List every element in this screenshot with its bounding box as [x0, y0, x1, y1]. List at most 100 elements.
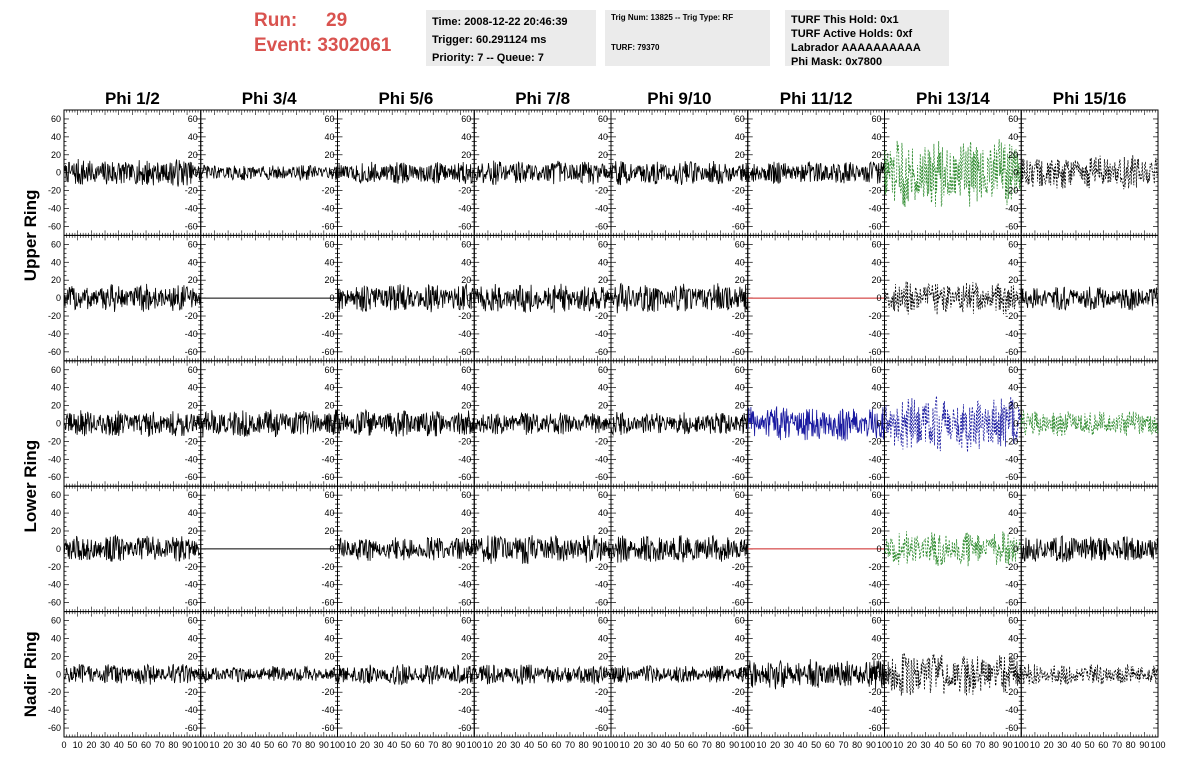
waveform-r2-c3: [337, 282, 475, 313]
ytick-label: 60: [188, 114, 198, 124]
ytick-label: -40: [595, 204, 608, 214]
ytick-label: -40: [185, 580, 198, 590]
ytick-label: 40: [598, 508, 608, 518]
ytick-label: 0: [329, 544, 334, 554]
ytick-label: 40: [735, 132, 745, 142]
ytick-label: 60: [598, 239, 608, 249]
ytick-label: 60: [461, 114, 471, 124]
ytick-label: 0: [329, 293, 334, 303]
ytick-label: -20: [1005, 436, 1018, 446]
waveform-r1-c7: [884, 139, 1022, 208]
ytick-label: -20: [595, 311, 608, 321]
ytick-label: -40: [868, 454, 881, 464]
ytick-label: -20: [458, 562, 471, 572]
ytick-label: -20: [595, 562, 608, 572]
priority-text: Priority: 7 -- Queue: 7: [432, 52, 544, 64]
ring-label-1: Upper Ring: [21, 190, 40, 282]
waveform-r1-c4: [473, 160, 612, 186]
ytick-label: -60: [595, 347, 608, 357]
ytick-label: -40: [732, 454, 745, 464]
ytick-label: 0: [876, 293, 881, 303]
ytick-label: -20: [185, 562, 198, 572]
ytick-label: -20: [48, 436, 61, 446]
ytick-label: -60: [1005, 221, 1018, 231]
ytick-label: 60: [324, 239, 334, 249]
ytick-label: 60: [461, 365, 471, 375]
ytick-label: -20: [48, 186, 61, 196]
ytick-label: 60: [871, 114, 881, 124]
ytick-label: 0: [466, 168, 471, 178]
ytick-label: 20: [324, 275, 334, 285]
ytick-label: -60: [1005, 347, 1018, 357]
ytick-label: -20: [321, 186, 334, 196]
ytick-label: -20: [48, 311, 61, 321]
ytick-label: -40: [595, 580, 608, 590]
ytick-label: 0: [876, 168, 881, 178]
ytick-label: -40: [48, 204, 61, 214]
ytick-label: 0: [876, 419, 881, 429]
ytick-label: 0: [740, 168, 745, 178]
ytick-label: 0: [603, 419, 608, 429]
ytick-label: -20: [732, 186, 745, 196]
waveform-r4-c4: [473, 534, 612, 564]
ytick-label: 40: [735, 508, 745, 518]
ytick-label: -40: [595, 329, 608, 339]
ytick-label: 0: [466, 419, 471, 429]
ytick-label: 40: [598, 257, 608, 267]
ytick-label: 40: [51, 508, 61, 518]
ytick-label: 40: [324, 257, 334, 267]
ytick-label: -20: [1005, 186, 1018, 196]
ytick-label: 60: [188, 239, 198, 249]
ytick-label: 20: [735, 526, 745, 536]
ytick-label: 20: [188, 275, 198, 285]
waveform-r2-c5: [610, 282, 749, 314]
trigger-info-box: Trig Num: 13825 -- Trig Type: RF TURF: 7…: [605, 10, 770, 66]
ytick-label: -40: [732, 580, 745, 590]
ytick-label: 20: [871, 150, 881, 160]
column-title-6: Phi 11/12: [780, 89, 853, 108]
ytick-label: -60: [48, 221, 61, 231]
waveform-r1-c3: [337, 161, 475, 185]
waveform-r3-c8: [1020, 410, 1159, 437]
ytick-label: 60: [735, 239, 745, 249]
ytick-label: 0: [740, 544, 745, 554]
ytick-label: 0: [193, 168, 198, 178]
ytick-label: -40: [48, 329, 61, 339]
waveform-r1-c2: [200, 164, 338, 182]
ytick-label: -20: [185, 186, 198, 196]
ytick-label: -20: [732, 562, 745, 572]
ytick-label: 20: [598, 526, 608, 536]
waveform-r3-c1: [63, 410, 202, 437]
ring-label-2: Lower Ring: [21, 440, 40, 533]
ytick-label: -40: [185, 454, 198, 464]
ytick-label: 60: [871, 365, 881, 375]
ytick-label: -60: [732, 598, 745, 608]
event-row: Event: 3302061: [254, 33, 391, 58]
ytick-label: -40: [321, 329, 334, 339]
turf-hold-text: TURF This Hold: 0x1: [791, 14, 899, 26]
column-title-3: Phi 5/6: [378, 89, 433, 108]
ytick-label: 60: [735, 490, 745, 500]
waveform-r2-c4: [473, 283, 612, 314]
ytick-label: 60: [51, 490, 61, 500]
ytick-label: 20: [51, 401, 61, 411]
ytick-label: 0: [56, 168, 61, 178]
ytick-label: 20: [871, 401, 881, 411]
ytick-label: 20: [461, 401, 471, 411]
ytick-label: 0: [740, 419, 745, 429]
ytick-label: -60: [458, 472, 471, 482]
ytick-label: -20: [458, 311, 471, 321]
ytick-label: 0: [1013, 419, 1018, 429]
ytick-label: -20: [185, 436, 198, 446]
ytick-label: -60: [185, 221, 198, 231]
ytick-label: -40: [732, 204, 745, 214]
ytick-label: -40: [1005, 329, 1018, 339]
ytick-label: 60: [188, 490, 198, 500]
time-text: Time: 2008-12-22 20:46:39: [432, 16, 568, 28]
column-title-2: Phi 3/4: [242, 89, 297, 108]
waveform-r4-c5: [610, 534, 749, 563]
ytick-label: 0: [56, 293, 61, 303]
ytick-label: -20: [185, 311, 198, 321]
ytick-label: -60: [732, 221, 745, 231]
